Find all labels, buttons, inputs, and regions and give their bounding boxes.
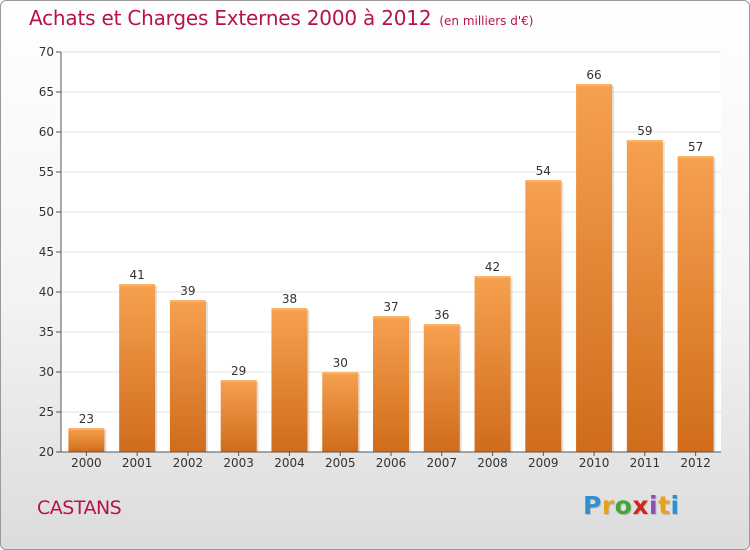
y-tick-label: 70 [39,45,54,59]
bar-highlight [119,284,156,286]
bar-2012 [677,156,714,452]
bar-highlight [474,276,511,278]
data-label: 23 [79,412,94,426]
chart-subtitle: (en milliers d'€) [439,14,534,28]
x-tick-label: 2004 [274,456,305,470]
y-tick-label: 50 [39,205,54,219]
x-tick-label: 2012 [680,456,711,470]
data-label: 37 [383,300,398,314]
x-tick-label: 2000 [71,456,102,470]
bar-2010 [576,84,613,452]
data-label: 38 [282,292,297,306]
data-label: 42 [485,260,500,274]
bar-highlight [169,300,206,302]
x-tick-label: 2005 [325,456,356,470]
data-label: 30 [333,356,348,370]
x-tick-label: 2010 [579,456,610,470]
bar-2006 [373,316,409,452]
data-label: 41 [130,268,145,282]
bar-highlight [271,308,308,310]
bar-2008 [474,276,511,452]
data-label: 66 [586,68,601,82]
y-tick-label: 65 [39,85,54,99]
bars [68,84,716,452]
bar-highlight [68,428,105,430]
data-label: 54 [536,164,551,178]
bar-2011 [626,140,663,452]
y-tick-label: 35 [39,325,54,339]
y-tick-label: 20 [39,445,54,459]
commune-name: CASTANS [37,497,122,519]
bar-highlight [626,140,663,142]
bar-2007 [423,324,460,452]
y-tick-label: 40 [39,285,54,299]
bar-highlight [677,156,714,158]
data-label: 59 [637,124,652,138]
y-tick-label: 60 [39,125,54,139]
y-tick-label: 30 [39,365,54,379]
proxiti-logo[interactable]: Proxiti [583,491,680,520]
x-tick-label: 2006 [376,456,407,470]
data-label: 57 [688,140,703,154]
x-tick-label: 2002 [173,456,204,470]
bar-highlight [525,180,562,182]
x-tick-label: 2003 [223,456,254,470]
x-tick-label: 2007 [426,456,457,470]
bar-2001 [119,284,156,452]
bar-highlight [220,380,257,382]
axes: 20 25 30 35 40 45 50 55 60 65 70 2000 2001 2002 2003 20… [39,45,721,470]
y-tick-label: 45 [39,245,54,259]
bar-highlight [373,316,409,318]
data-label: 29 [231,364,246,378]
x-tick-label: 2011 [630,456,661,470]
bar-highlight [322,372,359,374]
bar-2002 [169,300,206,452]
chart-title-text: Achats et Charges Externes 2000 à 2012 [29,6,432,30]
x-tick-label: 2001 [122,456,153,470]
bar-highlight [576,84,613,86]
data-labels: 23 41 39 29 38 30 37 36 42 54 66 59 57 [79,68,704,426]
chart-title: Achats et Charges Externes 2000 à 2012 (e… [29,6,533,30]
data-label: 39 [180,284,195,298]
bar-2005 [322,372,359,452]
bar-2003 [220,380,257,452]
bar-2000 [68,428,105,452]
data-label: 36 [434,308,449,322]
y-tick-label: 55 [39,165,54,179]
x-tick-label: 2009 [528,456,559,470]
y-tick-label: 25 [39,405,54,419]
bar-highlight [423,324,460,326]
x-tick-label: 2008 [477,456,508,470]
bar-2009 [525,180,562,452]
bar-2004 [271,308,308,452]
